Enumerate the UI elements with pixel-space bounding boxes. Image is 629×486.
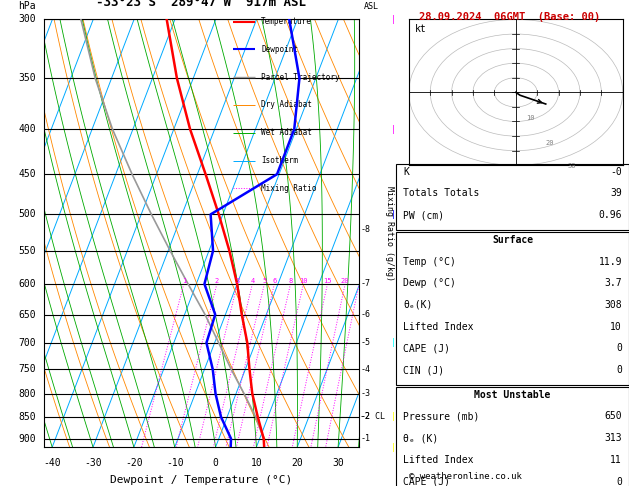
Text: 313: 313	[604, 433, 622, 443]
Text: Totals Totals: Totals Totals	[403, 189, 480, 198]
Text: 0: 0	[213, 458, 218, 468]
Text: 650: 650	[604, 412, 622, 421]
Bar	[396, 232, 629, 385]
Text: 10: 10	[250, 458, 262, 468]
Text: Wet Adiabat: Wet Adiabat	[261, 128, 312, 137]
Text: 30: 30	[332, 458, 344, 468]
Text: 308: 308	[604, 300, 622, 310]
Text: K: K	[403, 167, 409, 177]
Text: 300: 300	[18, 15, 36, 24]
Text: |: |	[391, 125, 396, 134]
Text: 10: 10	[299, 278, 308, 284]
Text: -20: -20	[125, 458, 143, 468]
Text: 20: 20	[341, 278, 349, 284]
Text: 750: 750	[18, 364, 36, 374]
Text: -4: -4	[360, 364, 370, 374]
Text: Temp (°C): Temp (°C)	[403, 257, 456, 266]
Text: θₑ (K): θₑ (K)	[403, 433, 438, 443]
Text: Most Unstable: Most Unstable	[474, 390, 551, 399]
Text: 600: 600	[18, 279, 36, 289]
Text: 2: 2	[214, 278, 219, 284]
Text: Mixing Ratio: Mixing Ratio	[261, 184, 316, 193]
Text: 5: 5	[262, 278, 267, 284]
Text: |: |	[391, 210, 396, 219]
Text: 500: 500	[18, 209, 36, 219]
Text: 0: 0	[616, 365, 622, 375]
Text: km
ASL: km ASL	[364, 0, 379, 11]
Text: 30: 30	[567, 163, 576, 169]
Text: -3: -3	[360, 389, 370, 399]
Text: -40: -40	[43, 458, 61, 468]
Text: θₑ(K): θₑ(K)	[403, 300, 433, 310]
Text: 10: 10	[526, 115, 535, 121]
Text: 700: 700	[18, 338, 36, 348]
Text: Dry Adiabat: Dry Adiabat	[261, 101, 312, 109]
Text: 550: 550	[18, 246, 36, 256]
Text: 20: 20	[291, 458, 303, 468]
Text: 650: 650	[18, 310, 36, 319]
Text: Lifted Index: Lifted Index	[403, 322, 474, 331]
Text: Dewpoint / Temperature (°C): Dewpoint / Temperature (°C)	[110, 475, 292, 485]
Text: 15: 15	[323, 278, 331, 284]
Text: 900: 900	[18, 434, 36, 444]
Text: -1: -1	[360, 434, 370, 443]
Text: CAPE (J): CAPE (J)	[403, 476, 450, 486]
Text: -33°23'S  289°47'W  917m ASL: -33°23'S 289°47'W 917m ASL	[96, 0, 306, 9]
Text: 8: 8	[288, 278, 292, 284]
Text: -7: -7	[360, 279, 370, 289]
Text: |: |	[391, 15, 396, 24]
Text: 350: 350	[18, 73, 36, 83]
Text: 850: 850	[18, 412, 36, 422]
Bar	[396, 387, 629, 486]
Text: -10: -10	[166, 458, 184, 468]
Text: hPa: hPa	[18, 1, 36, 11]
Text: |: |	[391, 443, 396, 451]
Text: kt: kt	[415, 24, 427, 34]
Text: PW (cm): PW (cm)	[403, 210, 444, 220]
Text: CIN (J): CIN (J)	[403, 365, 444, 375]
Text: 6: 6	[272, 278, 277, 284]
Text: 0: 0	[616, 476, 622, 486]
Text: Mixing Ratio (g/kg): Mixing Ratio (g/kg)	[386, 186, 394, 281]
Text: 11: 11	[610, 455, 622, 465]
Text: 400: 400	[18, 124, 36, 134]
Text: -6: -6	[360, 310, 370, 319]
Text: -30: -30	[84, 458, 102, 468]
Text: -8: -8	[360, 225, 370, 234]
Text: Dewp (°C): Dewp (°C)	[403, 278, 456, 288]
Text: 3: 3	[235, 278, 240, 284]
Text: Parcel Trajectory: Parcel Trajectory	[261, 73, 340, 82]
Text: |: |	[391, 413, 396, 421]
Text: CAPE (J): CAPE (J)	[403, 343, 450, 353]
Text: Dewpoint: Dewpoint	[261, 45, 298, 54]
Text: Temperature: Temperature	[261, 17, 312, 26]
Text: -2 CL: -2 CL	[360, 413, 385, 421]
Text: -2: -2	[360, 413, 370, 421]
Text: Surface: Surface	[492, 235, 533, 245]
Text: -5: -5	[360, 338, 370, 347]
Bar	[396, 164, 629, 230]
Text: © weatheronline.co.uk: © weatheronline.co.uk	[409, 472, 522, 481]
Text: 800: 800	[18, 389, 36, 399]
Text: 1: 1	[182, 278, 186, 284]
Text: 20: 20	[546, 140, 554, 146]
Text: 3.7: 3.7	[604, 278, 622, 288]
Text: -0: -0	[610, 167, 622, 177]
Text: 0: 0	[616, 343, 622, 353]
Text: 450: 450	[18, 169, 36, 179]
Text: 0.96: 0.96	[599, 210, 622, 220]
Text: 4: 4	[250, 278, 255, 284]
Text: Isotherm: Isotherm	[261, 156, 298, 165]
Text: 39: 39	[610, 189, 622, 198]
Text: |: |	[391, 338, 396, 347]
Text: Lifted Index: Lifted Index	[403, 455, 474, 465]
Text: 10: 10	[610, 322, 622, 331]
Text: Pressure (mb): Pressure (mb)	[403, 412, 480, 421]
Text: 28.09.2024  06GMT  (Base: 00): 28.09.2024 06GMT (Base: 00)	[419, 12, 600, 22]
Text: 11.9: 11.9	[599, 257, 622, 266]
